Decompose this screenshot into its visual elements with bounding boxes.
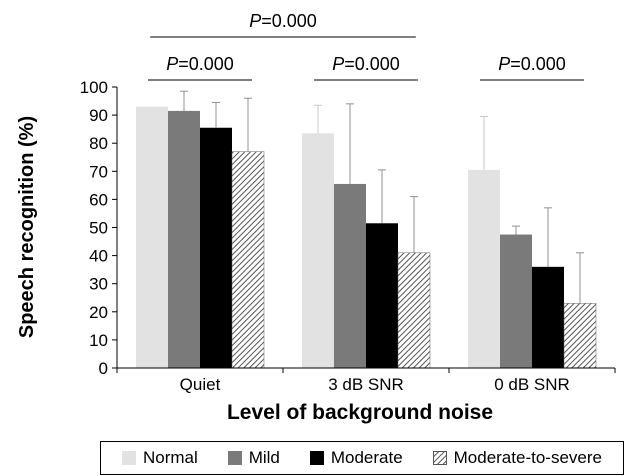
bar-mild <box>500 234 532 368</box>
bar-mild <box>168 110 200 368</box>
y-axis-title: Speech recognition (%) <box>16 116 38 338</box>
category-labels: Quiet 3 dB SNR 0 dB SNR <box>180 375 570 394</box>
legend-swatch-normal <box>121 451 136 465</box>
legend-swatch-moderate <box>309 451 324 465</box>
p-value-label: P=0.000 <box>249 11 317 31</box>
y-tick-label: 40 <box>89 247 108 266</box>
y-tick-label: 60 <box>89 190 108 209</box>
x-tick-label: 0 dB SNR <box>494 375 570 394</box>
legend: Normal Mild Moderate Moderate-to-severe <box>100 441 624 475</box>
legend-label-moderate: Moderate <box>330 448 403 467</box>
legend-swatch-mild <box>227 451 242 465</box>
bar-normal <box>302 133 334 368</box>
significance-annotations: P=0.000 P=0.000 P=0.000 P=0.000 <box>148 11 584 81</box>
y-tick-label: 50 <box>89 219 108 238</box>
legend-label-moderate-to-severe: Moderate-to-severe <box>453 448 602 467</box>
y-tick-label: 80 <box>89 134 108 153</box>
y-tick-label: 20 <box>89 303 108 322</box>
bar-moderate-to-severe <box>397 252 431 369</box>
x-tick-label: Quiet <box>180 375 221 394</box>
axes <box>116 87 616 373</box>
legend-item-mild: Mild <box>227 448 280 468</box>
legend-label-normal: Normal <box>142 448 198 467</box>
bar-moderate <box>532 266 564 368</box>
y-tick-label: 70 <box>89 162 108 181</box>
y-axis-title-group: Speech recognition (%) <box>16 116 38 338</box>
p-value-label: P=0.000 <box>498 54 566 74</box>
y-tick-label: 0 <box>99 359 108 378</box>
bar-moderate-to-severe <box>563 303 597 369</box>
y-tick-label: 90 <box>89 106 108 125</box>
bar-normal <box>136 106 168 369</box>
p-value-label: P=0.000 <box>166 54 234 74</box>
y-tick-label: 10 <box>89 331 108 350</box>
y-tick-label: 30 <box>89 275 108 294</box>
bar-moderate-to-severe <box>231 151 265 369</box>
p-value-label: P=0.000 <box>332 54 400 74</box>
x-axis-title: Level of background noise <box>227 401 493 424</box>
bar-chart: Speech recognition (%) Level of backgrou… <box>16 11 616 424</box>
bar-moderate <box>200 127 232 369</box>
bar-moderate <box>366 223 398 368</box>
legend-item-normal: Normal <box>121 448 198 468</box>
legend-swatch-moderate-to-severe <box>432 451 447 465</box>
legend-item-moderate-to-severe: Moderate-to-severe <box>432 448 602 468</box>
legend-item-moderate: Moderate <box>309 448 403 468</box>
x-tick-label: 3 dB SNR <box>328 375 404 394</box>
legend-label-mild: Mild <box>248 448 280 467</box>
y-tick-label: 100 <box>80 78 108 97</box>
bar-mild <box>334 183 366 368</box>
bar-normal <box>468 169 500 368</box>
bars <box>136 90 597 369</box>
y-axis-ticks: 0 10 20 30 40 50 60 70 80 90 100 <box>80 78 117 378</box>
